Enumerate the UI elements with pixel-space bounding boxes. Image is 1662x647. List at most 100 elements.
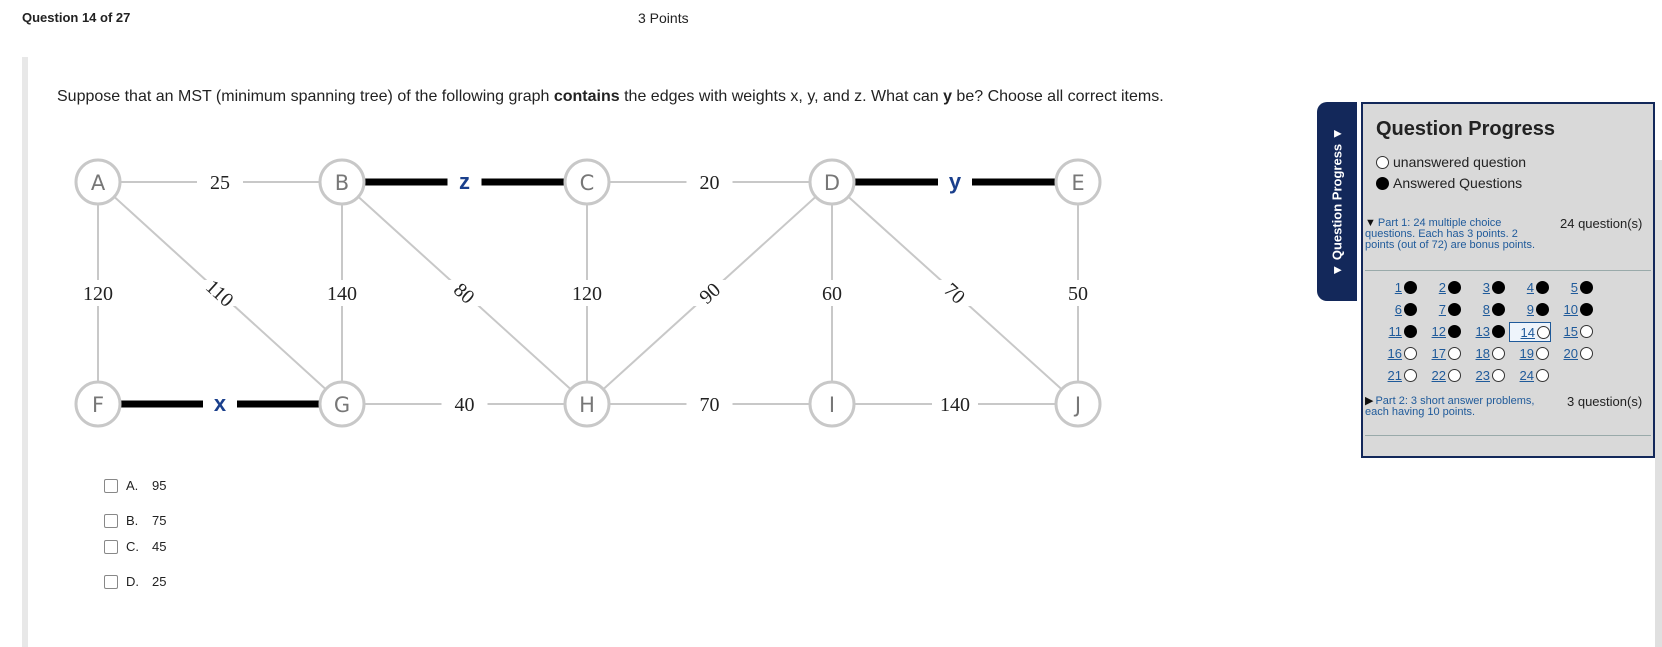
question-link-number: 19 — [1519, 345, 1534, 361]
answered-dot-icon — [1448, 324, 1461, 338]
unanswered-dot-icon — [1376, 155, 1389, 169]
graph-node-D — [808, 158, 856, 206]
choice-checkbox[interactable] — [104, 478, 118, 493]
edge-weight-label: 140 — [327, 283, 357, 305]
choice-checkbox[interactable] — [104, 574, 118, 589]
question-link-15[interactable]: 15 — [1553, 322, 1593, 340]
edge-label-background — [808, 280, 856, 306]
legend-unanswered: unanswered question — [1376, 154, 1526, 170]
expanded-arrow-icon: ▼ — [1365, 217, 1376, 229]
question-link-1[interactable]: 1 — [1377, 278, 1417, 296]
answered-dot-icon — [1404, 280, 1417, 294]
choice-letter: D. — [126, 574, 139, 589]
question-progress-tab[interactable]: ▼ Question Progress ▼ — [1317, 102, 1357, 301]
question-link-4[interactable]: 4 — [1509, 278, 1549, 296]
question-link-13[interactable]: 13 — [1465, 322, 1505, 340]
answered-dot-icon — [1448, 302, 1461, 316]
question-link-number: 13 — [1475, 323, 1490, 339]
question-link-number: 7 — [1438, 301, 1446, 317]
question-link-16[interactable]: 16 — [1377, 344, 1417, 362]
progress-title: Question Progress — [1376, 118, 1555, 140]
choice-letter: C. — [126, 539, 139, 554]
divider — [1365, 435, 1651, 436]
edge-weight-label: 120 — [572, 283, 602, 305]
question-link-number: 17 — [1431, 345, 1446, 361]
question-link-24[interactable]: 24 — [1509, 366, 1549, 384]
answered-dot-icon — [1580, 280, 1593, 294]
question-link-22[interactable]: 22 — [1421, 366, 1461, 384]
answered-dot-icon — [1448, 280, 1461, 294]
question-link-11[interactable]: 11 — [1377, 322, 1417, 340]
edge-label-background — [938, 168, 972, 196]
question-link-17[interactable]: 17 — [1421, 344, 1461, 362]
question-link-number: 23 — [1475, 367, 1490, 383]
graph-node-label: F — [92, 393, 104, 417]
unanswered-dot-icon — [1536, 368, 1549, 382]
answered-dot-icon — [1580, 302, 1593, 316]
question-progress-panel: Question Progress unanswered question An… — [1361, 102, 1655, 458]
question-link-number: 1 — [1394, 279, 1402, 295]
question-link-number: 20 — [1563, 345, 1578, 361]
unanswered-dot-icon — [1492, 346, 1505, 360]
edge-label-background — [563, 280, 611, 306]
question-link-number: 4 — [1526, 279, 1534, 295]
unanswered-dot-icon — [1448, 368, 1461, 382]
graph-node-A — [74, 158, 122, 206]
question-number: Question 14 of 27 — [22, 10, 131, 25]
graph-node-label: H — [579, 393, 595, 417]
edge-label-background — [685, 280, 734, 306]
question-link-5[interactable]: 5 — [1553, 278, 1593, 296]
question-link-2[interactable]: 2 — [1421, 278, 1461, 296]
unanswered-dot-icon — [1537, 325, 1550, 339]
question-link-number: 3 — [1482, 279, 1490, 295]
edge-label-background — [318, 280, 366, 306]
question-link-23[interactable]: 23 — [1465, 366, 1505, 384]
question-link-9[interactable]: 9 — [1509, 300, 1549, 318]
question-text-bold: y — [943, 88, 952, 105]
choice-checkbox[interactable] — [104, 539, 118, 554]
question-link-18[interactable]: 18 — [1465, 344, 1505, 362]
graph-node-label: J — [1073, 393, 1081, 417]
legend-answered: Answered Questions — [1376, 175, 1522, 191]
choice-c[interactable]: C. 45 — [104, 539, 166, 554]
graph-node-B — [318, 158, 366, 206]
question-link-number: 21 — [1387, 367, 1402, 383]
question-link-8[interactable]: 8 — [1465, 300, 1505, 318]
choice-b[interactable]: B. 75 — [104, 513, 166, 528]
question-link-10[interactable]: 10 — [1553, 300, 1593, 318]
question-link-14[interactable]: 14 — [1509, 322, 1551, 342]
question-link-12[interactable]: 12 — [1421, 322, 1461, 340]
answered-dot-icon — [1404, 324, 1417, 338]
page-scrollbar[interactable] — [1655, 160, 1662, 647]
part1-toggle[interactable]: ▼ Part 1: 24 multiple choice questions. E… — [1365, 218, 1540, 251]
choice-checkbox[interactable] — [104, 513, 118, 528]
edge-label-background — [686, 168, 733, 196]
question-link-20[interactable]: 20 — [1553, 344, 1593, 362]
choice-a[interactable]: A. 95 — [104, 478, 166, 493]
graph-node-label: I — [829, 393, 835, 417]
answered-dot-icon — [1492, 280, 1505, 294]
part2-label: Part 2: 3 short answer problems, each ha… — [1365, 395, 1535, 418]
edge-weight-label: 25 — [210, 172, 230, 194]
edge-label-background — [440, 280, 489, 306]
question-text: Suppose that an MST (minimum spanning tr… — [57, 84, 1187, 110]
unanswered-dot-icon — [1580, 324, 1593, 338]
graph-node-C — [563, 158, 611, 206]
unanswered-dot-icon — [1448, 346, 1461, 360]
edge-weight-label: 140 — [940, 394, 970, 416]
edge-label-background — [1054, 280, 1102, 306]
graph-node-H — [563, 380, 611, 428]
graph-node-label: B — [335, 171, 349, 195]
part2-count: 3 question(s) — [1567, 394, 1643, 409]
question-link-21[interactable]: 21 — [1377, 366, 1417, 384]
question-link-7[interactable]: 7 — [1421, 300, 1461, 318]
question-link-number: 2 — [1438, 279, 1446, 295]
question-link-number: 6 — [1394, 301, 1402, 317]
collapsed-arrow-icon: ▶ — [1365, 395, 1374, 407]
choice-d[interactable]: D. 25 — [104, 574, 166, 589]
question-link-19[interactable]: 19 — [1509, 344, 1549, 362]
choice-letter: A. — [126, 478, 139, 493]
part2-toggle[interactable]: ▶ Part 2: 3 short answer problems, each h… — [1365, 396, 1540, 418]
question-link-6[interactable]: 6 — [1377, 300, 1417, 318]
question-link-3[interactable]: 3 — [1465, 278, 1505, 296]
